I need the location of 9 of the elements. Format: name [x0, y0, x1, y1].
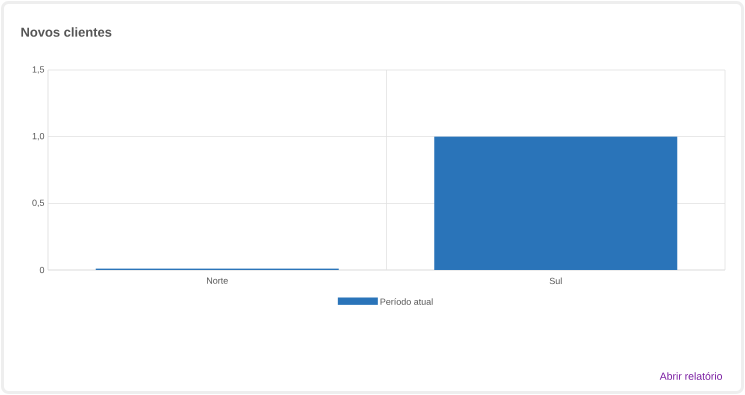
- text: Abrir relatório: [660, 372, 722, 380]
- x-tick-label: Norte: [207, 278, 228, 284]
- y-tick-label: 0: [40, 266, 44, 274]
- y-tick-label: 0,5: [32, 200, 44, 208]
- y-tick-label: 1,0: [32, 132, 44, 140]
- x-tick-label: Sul: [550, 278, 562, 284]
- y-tick-label: 1,5: [32, 66, 44, 74]
- chart-title: Novos clientes: [21, 27, 112, 37]
- legend-label: Período atual: [380, 298, 433, 305]
